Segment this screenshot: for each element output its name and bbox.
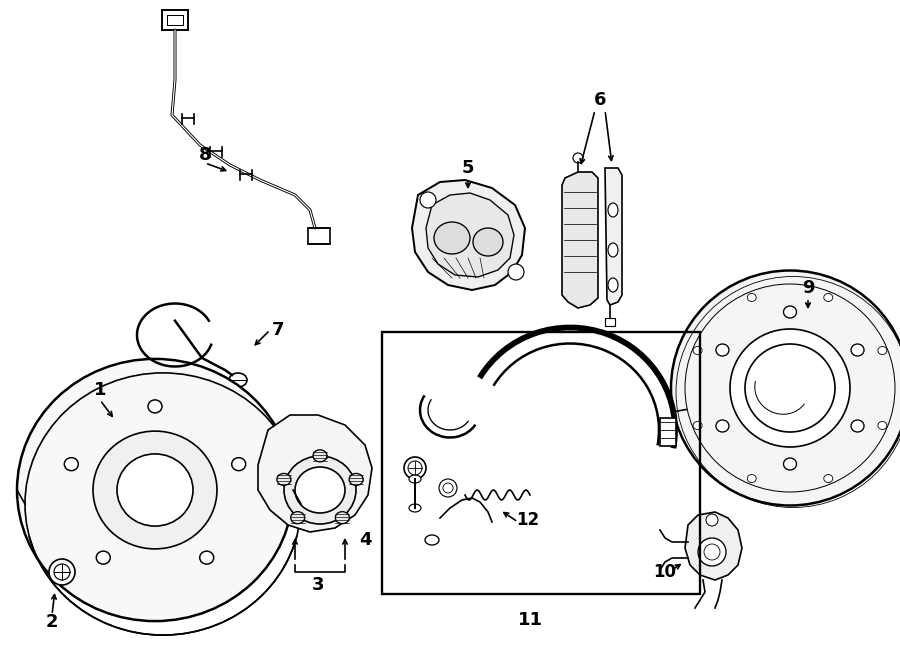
Text: 10: 10 bbox=[653, 563, 677, 581]
Ellipse shape bbox=[716, 420, 729, 432]
Ellipse shape bbox=[851, 420, 864, 432]
Ellipse shape bbox=[608, 278, 618, 292]
Ellipse shape bbox=[693, 422, 702, 430]
Ellipse shape bbox=[716, 344, 729, 356]
Text: 12: 12 bbox=[517, 511, 540, 529]
Ellipse shape bbox=[784, 306, 796, 318]
Ellipse shape bbox=[148, 400, 162, 413]
Ellipse shape bbox=[96, 551, 111, 564]
Text: 6: 6 bbox=[594, 91, 607, 109]
Ellipse shape bbox=[229, 373, 247, 387]
Bar bbox=[605, 318, 615, 326]
Ellipse shape bbox=[200, 551, 213, 564]
Polygon shape bbox=[426, 193, 514, 277]
Ellipse shape bbox=[730, 329, 850, 447]
Ellipse shape bbox=[313, 449, 327, 462]
Ellipse shape bbox=[745, 344, 835, 432]
Ellipse shape bbox=[277, 473, 291, 485]
Ellipse shape bbox=[784, 458, 796, 470]
Bar bbox=[162, 10, 188, 30]
Circle shape bbox=[508, 264, 524, 280]
Text: 8: 8 bbox=[199, 146, 212, 164]
Ellipse shape bbox=[671, 270, 900, 506]
Ellipse shape bbox=[693, 346, 702, 354]
Ellipse shape bbox=[409, 475, 421, 483]
Text: 5: 5 bbox=[462, 159, 474, 177]
Bar bbox=[660, 418, 676, 446]
Bar bbox=[382, 332, 700, 594]
Circle shape bbox=[698, 538, 726, 566]
Ellipse shape bbox=[473, 228, 503, 256]
Polygon shape bbox=[412, 180, 525, 290]
Polygon shape bbox=[685, 512, 742, 580]
Ellipse shape bbox=[17, 359, 293, 621]
Ellipse shape bbox=[336, 512, 349, 524]
Circle shape bbox=[49, 559, 75, 585]
Ellipse shape bbox=[608, 203, 618, 217]
Ellipse shape bbox=[878, 346, 886, 354]
Circle shape bbox=[706, 514, 718, 526]
Ellipse shape bbox=[747, 293, 756, 301]
Ellipse shape bbox=[409, 504, 421, 512]
Text: 9: 9 bbox=[802, 279, 814, 297]
Circle shape bbox=[704, 544, 720, 560]
Ellipse shape bbox=[64, 457, 78, 471]
Text: 2: 2 bbox=[46, 613, 58, 631]
Ellipse shape bbox=[824, 475, 832, 483]
Text: 1: 1 bbox=[94, 381, 106, 399]
Ellipse shape bbox=[231, 457, 246, 471]
Text: 11: 11 bbox=[518, 611, 543, 629]
Circle shape bbox=[404, 457, 426, 479]
Ellipse shape bbox=[878, 422, 886, 430]
Ellipse shape bbox=[685, 284, 895, 492]
Circle shape bbox=[439, 479, 457, 497]
Ellipse shape bbox=[291, 512, 305, 524]
Ellipse shape bbox=[608, 243, 618, 257]
Text: 7: 7 bbox=[272, 321, 284, 339]
Polygon shape bbox=[562, 172, 598, 308]
Ellipse shape bbox=[295, 467, 345, 513]
Text: 4: 4 bbox=[359, 531, 371, 549]
Polygon shape bbox=[258, 415, 372, 532]
Ellipse shape bbox=[93, 431, 217, 549]
Ellipse shape bbox=[117, 454, 193, 526]
Ellipse shape bbox=[747, 475, 756, 483]
Circle shape bbox=[420, 192, 436, 208]
Ellipse shape bbox=[349, 473, 363, 485]
Polygon shape bbox=[605, 168, 622, 305]
Ellipse shape bbox=[434, 222, 470, 254]
Ellipse shape bbox=[284, 456, 356, 524]
Ellipse shape bbox=[824, 293, 832, 301]
Text: 3: 3 bbox=[311, 576, 324, 594]
Circle shape bbox=[573, 153, 583, 163]
Ellipse shape bbox=[425, 535, 439, 545]
Bar bbox=[308, 228, 330, 244]
Ellipse shape bbox=[851, 344, 864, 356]
